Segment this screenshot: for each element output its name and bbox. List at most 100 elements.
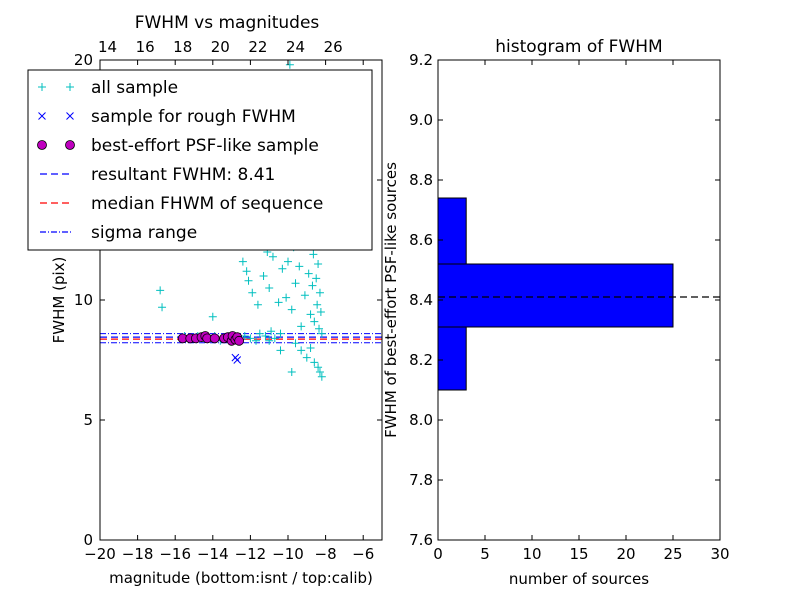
scatter-y-tick-label: 5	[83, 411, 93, 429]
scatter-top-ticks: 14 16 18 20 22 24 26	[98, 38, 343, 56]
legend-label: sample for rough FWHM	[91, 107, 296, 127]
histogram-y-tick-label: 8.2	[409, 351, 433, 369]
legend-label: all sample	[91, 78, 178, 98]
all-sample-point	[158, 303, 167, 312]
histogram-x-tick-label: 0	[433, 545, 443, 563]
histogram-x-tick-label: 20	[616, 545, 635, 563]
histogram-bar	[437, 197, 467, 265]
all-sample-point	[317, 329, 326, 338]
histogram-x-tick-label: 25	[663, 545, 682, 563]
histogram-y-ticks: 7.6 7.8 8.0 8.2 8.4 8.6 8.8 9.0 9.2	[409, 51, 720, 549]
all-sample-point	[242, 267, 251, 276]
all-sample-point	[270, 334, 279, 343]
all-sample-point	[312, 274, 321, 283]
scatter-top-tick-label: 26	[324, 38, 343, 56]
scatter-top-tick-label: 20	[211, 38, 230, 56]
legend-marker-plus	[38, 83, 46, 91]
histogram-x-tick-label: 5	[480, 545, 490, 563]
histogram-x-label: number of sources	[509, 570, 649, 588]
all-sample-point	[246, 334, 255, 343]
best-effort-sample-point	[209, 333, 220, 344]
all-sample-point	[313, 300, 322, 309]
scatter-x-tick-label: −12	[235, 545, 267, 563]
histogram-plot-area	[437, 197, 720, 391]
legend-label: best-effort PSF-like sample	[91, 136, 319, 156]
all-sample-point	[287, 368, 296, 376]
histogram-x-ticks: 0 5 10 15 20 25 30	[433, 60, 730, 563]
all-sample-point	[310, 358, 319, 367]
all-sample-point	[291, 339, 300, 348]
histogram-y-tick-label: 8.8	[409, 171, 433, 189]
scatter-x-tick-label: −16	[159, 545, 191, 563]
histogram-x-tick-label: 30	[710, 545, 729, 563]
all-sample-point	[309, 250, 318, 259]
legend-label: sigma range	[91, 223, 197, 243]
all-sample-point	[315, 324, 324, 333]
all-sample-point	[314, 260, 323, 268]
histogram-y-label: FWHM of best-effort PSF-like sources	[382, 162, 400, 438]
legend-marker-circle	[37, 140, 47, 150]
legend-marker-x	[66, 112, 74, 120]
all-sample-point	[291, 279, 300, 288]
all-sample-point	[306, 344, 315, 352]
legend-label: median FHWM of sequence	[91, 194, 323, 214]
histogram-title: histogram of FWHM	[495, 37, 662, 57]
all-sample-point	[156, 286, 165, 295]
all-sample-point	[300, 291, 309, 300]
scatter-top-tick-label: 16	[136, 38, 155, 56]
scatter-x-tick-label: −18	[122, 545, 154, 563]
all-sample-point	[252, 336, 261, 345]
histogram-y-tick-label: 8.0	[409, 411, 433, 429]
all-sample-point	[308, 281, 317, 290]
scatter-top-tick-label: 14	[98, 38, 117, 56]
rough-sample-point	[233, 356, 242, 364]
all-sample-point	[278, 264, 287, 273]
all-sample-point	[282, 293, 291, 302]
all-sample-point	[265, 336, 274, 345]
histogram-y-tick-label: 7.6	[409, 531, 433, 549]
all-sample-point	[310, 317, 319, 326]
all-sample-point	[314, 363, 323, 372]
histogram-bar	[437, 263, 674, 328]
scatter-title: FWHM vs magnitudes	[135, 13, 320, 33]
legend-box	[27, 69, 373, 251]
histogram-x-tick-label: 15	[569, 545, 588, 563]
legend-marker-plus	[66, 83, 74, 91]
scatter-x-ticks: −20 −18 −16 −14 −12 −10 −8 −6	[84, 60, 374, 563]
all-sample-point	[297, 322, 306, 331]
scatter-x-label: magnitude (bottom:isnt / top:calib)	[109, 569, 373, 587]
all-sample-point	[306, 310, 315, 319]
histogram-y-tick-label: 9.0	[409, 111, 433, 129]
scatter-legend: all sample sample for rough FWHM best-effo…	[27, 69, 373, 251]
scatter-x-tick-label: −8	[315, 545, 337, 563]
all-sample-point	[276, 329, 285, 338]
all-sample-point	[259, 272, 268, 280]
all-sample-point	[268, 252, 277, 261]
all-sample-point	[316, 308, 325, 316]
all-sample-point	[265, 284, 274, 292]
scatter-y-label: FWHM (pix)	[50, 257, 68, 344]
all-sample-point	[315, 368, 324, 376]
all-sample-point	[295, 262, 304, 271]
scatter-y-tick-label: 10	[74, 291, 93, 309]
legend-marker-x	[38, 112, 46, 120]
histogram-y-tick-label: 8.6	[409, 231, 433, 249]
all-sample-point	[255, 329, 264, 338]
scatter-x-tick-label: −20	[84, 545, 116, 563]
all-sample-point	[317, 372, 326, 381]
all-sample-point	[276, 346, 285, 355]
all-sample-point	[315, 288, 324, 297]
all-sample-point	[302, 353, 311, 362]
all-sample-point	[208, 312, 217, 321]
scatter-y-tick-label: 20	[74, 51, 93, 69]
all-sample-point	[297, 346, 306, 355]
all-sample-point	[240, 332, 249, 340]
all-sample-point	[287, 305, 296, 314]
all-sample-point	[284, 257, 292, 266]
legend-marker-circle	[65, 140, 75, 150]
all-sample-point	[248, 288, 257, 297]
best-effort-sample-point	[234, 335, 245, 346]
histogram-bar	[437, 326, 467, 391]
histogram-y-tick-label: 7.8	[409, 471, 433, 489]
